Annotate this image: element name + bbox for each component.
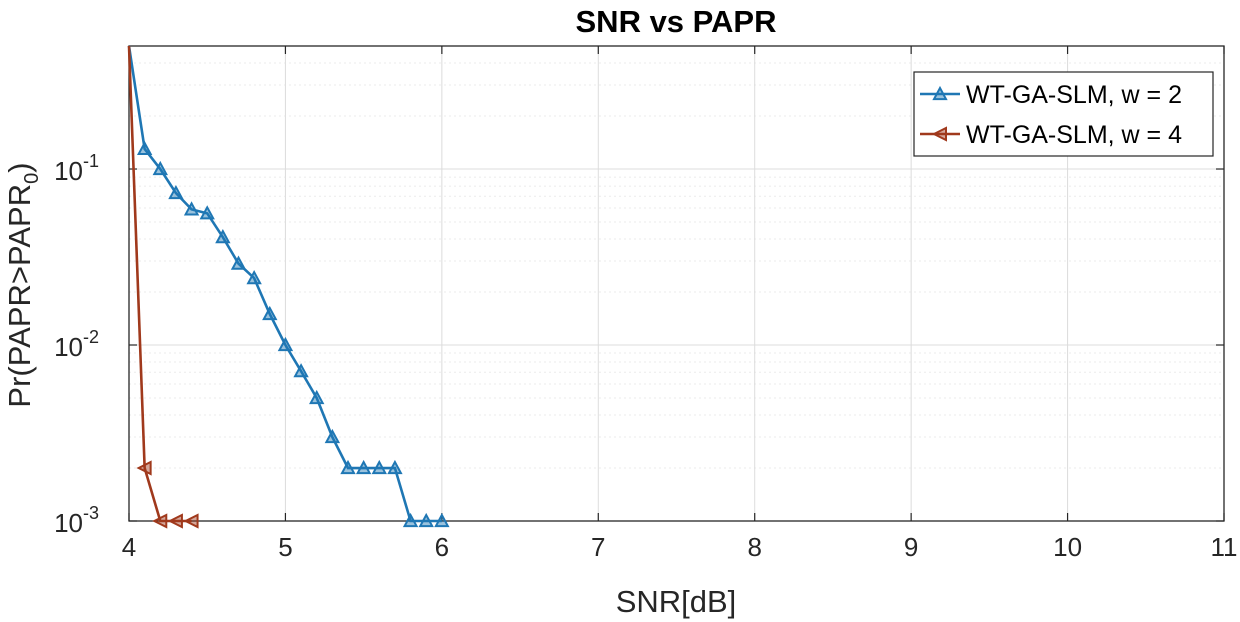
data-point — [152, 160, 168, 176]
x-tick-label: 4 — [122, 532, 136, 562]
x-tick-label: 9 — [904, 532, 918, 562]
y-tick-label: 10-3 — [54, 503, 99, 538]
data-point — [931, 126, 947, 142]
data-point — [309, 389, 325, 405]
y-axis-label-group: Pr(PAPR>PAPR0) — [2, 162, 43, 407]
x-tick-label: 11 — [1211, 532, 1238, 562]
data-point — [418, 512, 434, 528]
data-point — [199, 205, 215, 220]
data-point — [355, 459, 372, 475]
legend-label: WT-GA-SLM, w = 4 — [966, 121, 1182, 149]
data-point — [932, 85, 948, 101]
legend-box — [913, 71, 1214, 157]
series-1 — [127, 45, 450, 528]
x-tick-label: 10 — [1053, 532, 1082, 562]
data-point — [387, 459, 403, 475]
data-point — [152, 513, 168, 529]
x-tick-label: 7 — [591, 532, 605, 562]
axis-ticks: 4 5 6 7 8 9 10 11 10-3 10-2 10-1 — [54, 46, 1238, 562]
x-tick-label: 8 — [747, 532, 761, 562]
data-point — [277, 336, 294, 352]
data-point — [183, 201, 200, 216]
data-point — [136, 460, 152, 476]
data-point — [183, 513, 199, 529]
data-point — [262, 305, 278, 321]
series-2 — [127, 45, 199, 529]
y-axis-label-main: Pr(PAPR>PAPR — [2, 184, 37, 408]
y-tick-label: 10-2 — [54, 327, 99, 362]
data-point — [167, 513, 183, 529]
x-tick-label: 6 — [435, 532, 449, 562]
chart-title: SNR vs PAPR — [576, 4, 777, 39]
legend-label: WT-GA-SLM, w = 2 — [966, 81, 1182, 109]
data-point — [215, 229, 231, 244]
x-tick-label: 5 — [278, 532, 292, 562]
data-point — [230, 255, 247, 270]
data-point — [246, 269, 262, 285]
data-point — [136, 140, 153, 156]
y-axis-label-subscript: 0 — [21, 173, 43, 184]
series-layer — [127, 45, 450, 529]
series-line — [127, 45, 192, 523]
data-point — [371, 459, 387, 475]
y-axis-label-close: ) — [2, 162, 37, 172]
data-point — [402, 512, 419, 528]
data-point — [324, 428, 341, 444]
plot-frame — [128, 45, 1225, 522]
y-tick-label: 10-1 — [54, 151, 99, 186]
legend: WT-GA-SLM, w = 2 WT-GA-SLM, w = 4 — [913, 71, 1214, 157]
data-point — [168, 184, 184, 200]
x-axis-label: SNR[dB] — [616, 584, 737, 619]
data-point — [434, 512, 450, 528]
y-axis-label: Pr(PAPR>PAPR0) — [2, 162, 43, 407]
data-point — [293, 363, 309, 378]
data-point — [340, 459, 356, 475]
